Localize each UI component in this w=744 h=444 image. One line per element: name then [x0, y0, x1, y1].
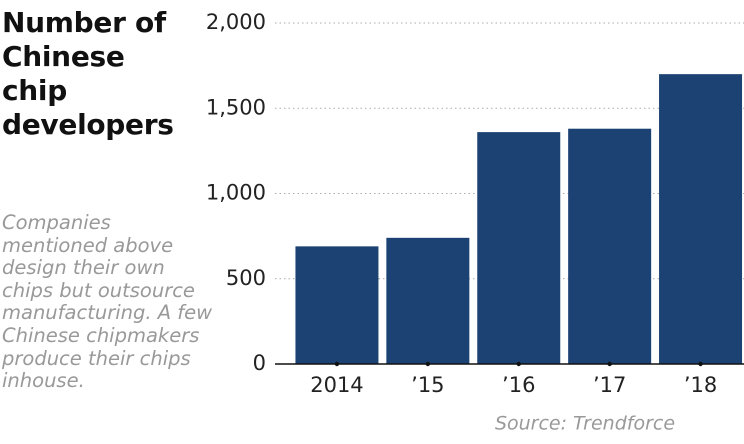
x-tick-dot [607, 361, 612, 367]
x-tick-label: 2014 [310, 373, 363, 397]
chart-title: Number of Chinese chip developers [2, 6, 174, 141]
x-tick-dot [698, 361, 703, 367]
y-tick-label: 2,000 [206, 10, 266, 34]
source-note: Source: Trendforce [495, 413, 675, 435]
bar [659, 74, 743, 365]
x-tick-label: ’15 [411, 373, 444, 397]
bar [295, 246, 379, 364]
x-tick-label: ’17 [593, 373, 626, 397]
x-tick-dot [425, 361, 431, 367]
bar [477, 132, 561, 364]
bar [386, 237, 470, 364]
y-tick-label: 500 [226, 266, 266, 290]
y-tick-label: 1,500 [206, 95, 266, 119]
bar [568, 128, 652, 364]
x-tick-label: ’16 [502, 373, 535, 397]
x-tick-dot [516, 361, 521, 367]
x-tick-label: ’18 [684, 373, 717, 397]
y-tick-label: 1,000 [206, 181, 266, 205]
chart-subtitle: Companies mentioned above design their o… [2, 211, 213, 393]
y-tick-label: 0 [253, 351, 266, 375]
x-tick-dot [334, 361, 340, 367]
